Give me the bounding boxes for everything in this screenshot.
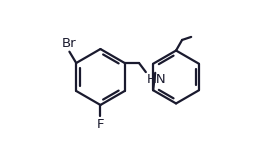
Text: F: F xyxy=(97,118,104,131)
Text: HN: HN xyxy=(147,73,166,86)
Text: Br: Br xyxy=(61,37,76,50)
